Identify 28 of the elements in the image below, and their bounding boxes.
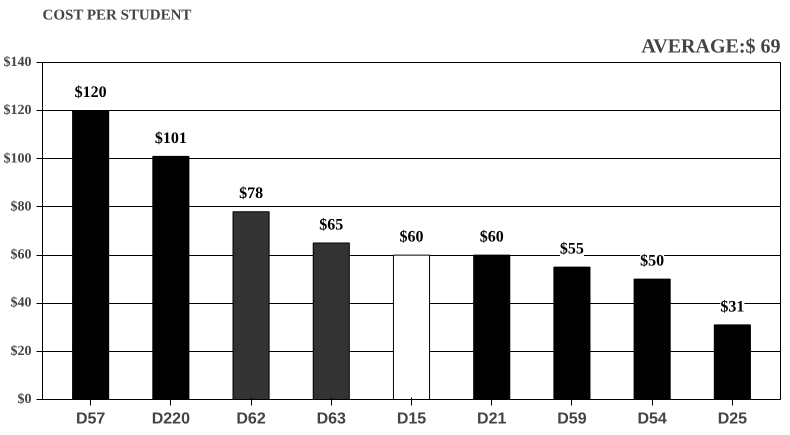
y-tick-label: $60 [10, 248, 32, 263]
y-tick-label: $40 [10, 296, 32, 311]
x-tick-label: D25 [718, 410, 748, 428]
y-tick-label: $20 [10, 344, 32, 359]
data-label: $55 [560, 240, 584, 258]
data-label: $60 [400, 228, 424, 246]
data-label: $78 [239, 185, 264, 202]
x-tick-label: D62 [236, 410, 266, 428]
y-tick-label: $120 [4, 103, 32, 118]
data-label: $65 [319, 216, 344, 234]
data-label: $101 [154, 130, 187, 147]
data-label: $31 [720, 298, 744, 316]
x-tick-label: D220 [152, 410, 190, 428]
y-tick-label: $0 [18, 392, 32, 407]
data-label: $120 [74, 84, 107, 102]
data-label: $50 [640, 252, 664, 270]
x-tick-label: D63 [316, 410, 346, 428]
text: AVERAGE:$ 69 [641, 36, 780, 58]
x-tick-label: D15 [396, 410, 426, 428]
data-label: $60 [480, 228, 504, 246]
x-tick-label: D59 [557, 410, 587, 428]
x-tick-label: D21 [477, 410, 506, 428]
x-tick-label: D54 [637, 410, 667, 428]
x-tick-label: D57 [76, 410, 106, 428]
y-tick-label: $100 [4, 151, 32, 166]
y-tick-label: $140 [4, 55, 32, 70]
y-tick-label: $80 [10, 199, 32, 214]
chart-title: COST PER STUDENT [42, 8, 192, 24]
